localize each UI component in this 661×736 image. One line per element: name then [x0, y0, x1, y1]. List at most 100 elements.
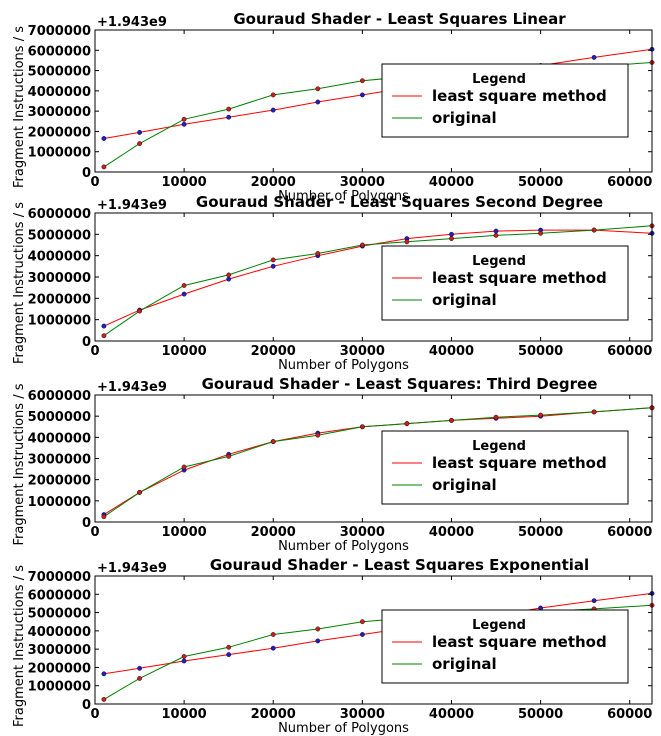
x-tick-label: 20000 — [251, 344, 296, 359]
x-axis-label: Number of Polygons — [278, 539, 409, 554]
data-point — [226, 276, 232, 282]
y-tick-label: 0 — [82, 698, 91, 713]
data-point — [493, 232, 499, 238]
data-point — [315, 251, 321, 256]
data-point — [226, 272, 232, 278]
y-tick-label: 3000000 — [28, 453, 91, 468]
data-point — [101, 136, 107, 141]
y-tick-label: 1000000 — [28, 314, 91, 329]
data-point — [181, 121, 187, 127]
y-tick-label: 3000000 — [28, 643, 91, 658]
chart-title: Gouraud Shader - Least Squares Linear — [233, 10, 566, 28]
data-point — [538, 230, 543, 236]
data-point — [181, 464, 187, 470]
data-point — [101, 164, 107, 170]
y-tick-label: 2000000 — [28, 661, 91, 676]
chart-title: Gouraud Shader - Least Squares: Third De… — [202, 375, 598, 393]
y-axis-label: Fragment Instructions / s — [12, 26, 27, 188]
data-point — [226, 106, 232, 112]
data-point — [270, 645, 276, 651]
data-point — [591, 227, 597, 233]
x-tick-label: 50000 — [518, 707, 563, 722]
data-point — [137, 665, 143, 671]
data-point — [181, 116, 187, 122]
data-point — [591, 409, 597, 415]
x-tick-label: 10000 — [162, 525, 207, 540]
y-tick-label: 6000000 — [28, 44, 91, 59]
data-point — [359, 424, 365, 430]
y-tick-label: 2000000 — [28, 292, 91, 307]
y-tick-label: 5000000 — [28, 65, 91, 80]
x-tick-label: 20000 — [251, 175, 296, 190]
x-tick-label: 30000 — [340, 707, 385, 722]
data-point — [359, 242, 365, 248]
data-point — [101, 323, 107, 329]
y-tick-label: 4000000 — [28, 85, 91, 100]
x-tick-label: 10000 — [162, 175, 207, 190]
y-tick-label: 5000000 — [28, 228, 91, 243]
legend-title: Legend — [472, 618, 526, 633]
legend-entry-label: least square method — [432, 269, 607, 287]
y-tick-label: 5000000 — [28, 410, 91, 425]
data-point — [493, 228, 499, 234]
legend-entry-label: original — [432, 109, 497, 127]
y-tick-label: 7000000 — [28, 570, 91, 585]
chart-panel-1: Gouraud Shader - Least Squares Linear +1.… — [12, 10, 655, 204]
chart-title: Gouraud Shader - Least Squares Second De… — [196, 193, 603, 211]
x-tick-label: 40000 — [429, 707, 474, 722]
x-tick-label: 20000 — [251, 525, 296, 540]
data-point — [359, 78, 365, 84]
x-tick-label: 0 — [90, 175, 99, 190]
y-tick-label: 4000000 — [28, 250, 91, 265]
legend-title: Legend — [472, 439, 526, 454]
x-tick-label: 20000 — [251, 707, 296, 722]
x-tick-label: 60000 — [607, 175, 652, 190]
chart-panel-3: Gouraud Shader - Least Squares: Third De… — [12, 375, 655, 554]
y-tick-label: 6000000 — [28, 207, 91, 222]
y-axis-label: Fragment Instructions / s — [12, 565, 27, 727]
data-point — [137, 141, 143, 147]
x-tick-label: 50000 — [518, 344, 563, 359]
legend-entry-label: original — [432, 476, 497, 494]
data-point — [226, 453, 232, 459]
y-tick-label: 6000000 — [28, 588, 91, 603]
axis-offset-label: +1.943e9 — [97, 198, 167, 213]
x-tick-label: 0 — [90, 344, 99, 359]
y-tick-label: 1000000 — [28, 146, 91, 161]
data-point — [315, 99, 321, 105]
y-tick-label: 6000000 — [28, 389, 91, 404]
data-point — [181, 658, 187, 664]
data-point — [449, 236, 454, 242]
y-tick-label: 1000000 — [28, 495, 91, 510]
data-point — [181, 291, 187, 297]
x-tick-label: 40000 — [429, 525, 474, 540]
plot-frame — [94, 29, 653, 173]
legend-title: Legend — [472, 254, 526, 269]
y-tick-label: 3000000 — [28, 271, 91, 286]
chart-panel-2: Gouraud Shader - Least Squares Second De… — [12, 193, 655, 373]
y-tick-label: 1000000 — [28, 680, 91, 695]
x-axis-label: Number of Polygons — [278, 189, 409, 204]
data-point — [449, 231, 454, 237]
legend-entry-label: least square method — [432, 633, 607, 651]
data-point — [270, 439, 276, 444]
legend-box — [381, 609, 629, 684]
y-tick-label: 0 — [82, 335, 91, 350]
data-point — [493, 414, 499, 420]
chart-panel-4: Gouraud Shader - Least Squares Exponenti… — [12, 556, 655, 736]
data-point — [315, 432, 321, 438]
data-point — [181, 654, 187, 659]
y-tick-label: 2000000 — [28, 125, 91, 140]
data-point — [404, 421, 410, 426]
x-tick-label: 10000 — [162, 344, 207, 359]
data-point — [137, 676, 143, 681]
data-point — [315, 626, 321, 632]
x-tick-label: 60000 — [607, 525, 652, 540]
data-point — [270, 263, 276, 269]
x-tick-label: 50000 — [518, 525, 563, 540]
